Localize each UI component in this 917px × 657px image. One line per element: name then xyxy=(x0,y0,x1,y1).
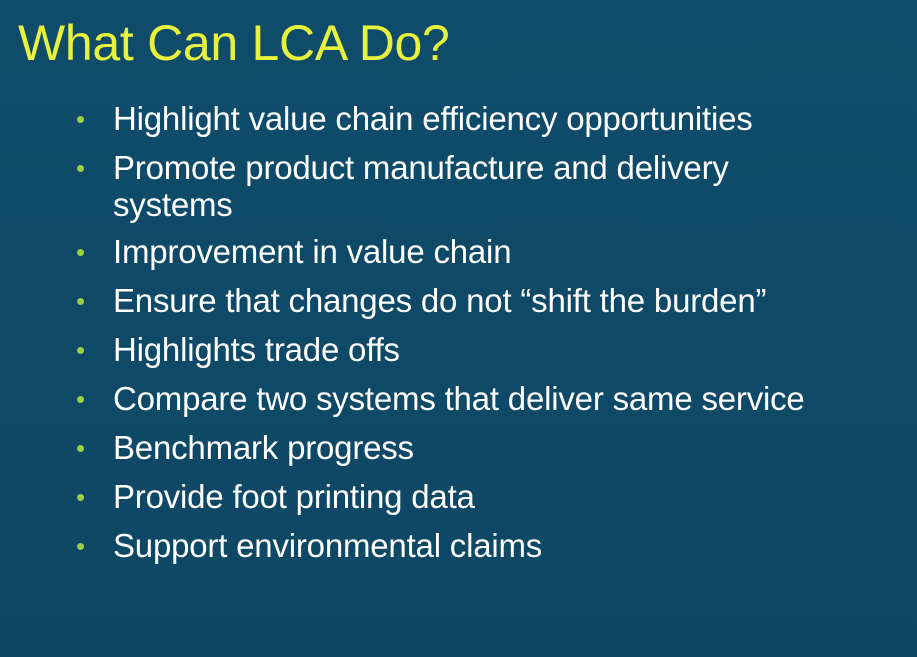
bullet-dot-icon: • xyxy=(76,335,86,365)
slide-title: What Can LCA Do? xyxy=(18,15,450,71)
bullet-item: • Promote product manufacture and delive… xyxy=(74,149,904,223)
bullet-text: Ensure that changes do not “shift the bu… xyxy=(113,282,767,319)
bullet-text: Provide foot printing data xyxy=(113,478,475,515)
bullet-item: • Highlight value chain efficiency oppor… xyxy=(74,100,904,139)
bullet-list: • Highlight value chain efficiency oppor… xyxy=(74,100,904,576)
bullet-dot-icon: • xyxy=(76,153,86,183)
bullet-text: Compare two systems that deliver same se… xyxy=(113,380,805,417)
bullet-text: Improvement in value chain xyxy=(113,233,512,270)
bullet-text: Support environmental claims xyxy=(113,527,543,564)
bullet-item: • Ensure that changes do not “shift the … xyxy=(74,282,904,321)
bullet-dot-icon: • xyxy=(76,482,86,512)
bullet-item: • Improvement in value chain xyxy=(74,233,904,272)
bullet-text: Benchmark progress xyxy=(113,429,414,466)
bullet-dot-icon: • xyxy=(76,531,86,561)
bullet-text: Highlights trade offs xyxy=(113,331,400,368)
bullet-text: Promote product manufacture and delivery… xyxy=(113,149,729,223)
bullet-dot-icon: • xyxy=(76,237,86,267)
bullet-dot-icon: • xyxy=(76,286,86,316)
bullet-dot-icon: • xyxy=(76,104,86,134)
bullet-dot-icon: • xyxy=(76,433,86,463)
bullet-item: • Benchmark progress xyxy=(74,429,904,468)
bullet-item: • Highlights trade offs xyxy=(74,331,904,370)
bullet-text: Highlight value chain efficiency opportu… xyxy=(113,100,753,137)
bullet-item: • Support environmental claims xyxy=(74,527,904,566)
bullet-dot-icon: • xyxy=(76,384,86,414)
bullet-item: • Compare two systems that deliver same … xyxy=(74,380,904,419)
bullet-item: • Provide foot printing data xyxy=(74,478,904,517)
